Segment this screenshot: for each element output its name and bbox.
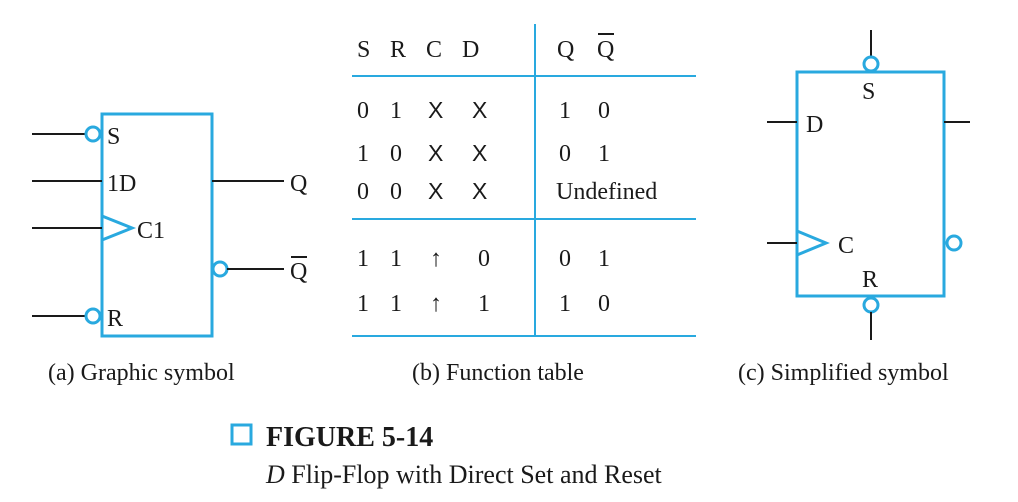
figure-description-rest: Flip-Flop with Direct Set and Reset	[285, 460, 663, 489]
table-cell: 0	[390, 141, 402, 167]
simplified-symbol-caption: (c) Simplified symbol	[738, 360, 949, 386]
table-cell: 1	[559, 98, 571, 124]
table-cell: 1	[357, 141, 369, 167]
r-bottom-bubble	[862, 296, 880, 314]
table-cell: 1	[390, 98, 402, 124]
header-s: S	[357, 37, 370, 63]
table-cell-rising-edge-icon: ↑	[430, 246, 442, 272]
table-cell: 0	[559, 141, 571, 167]
header-q: Q	[557, 37, 574, 63]
table-cell: 0	[598, 291, 610, 317]
figure-title: FIGURE 5-14 D Flip-Flop with Direct Set …	[230, 422, 663, 489]
s-inversion-bubble	[84, 125, 102, 143]
clock-c-label: C	[838, 233, 854, 259]
table-cell: 0	[598, 98, 610, 124]
qbar-right-bubble	[945, 234, 963, 252]
s-top-label: S	[862, 79, 875, 105]
d-left-label: D	[806, 112, 823, 138]
r-label: R	[107, 306, 123, 332]
simplified-body	[795, 70, 946, 298]
table-cell: 1	[390, 291, 402, 317]
header-r: R	[390, 37, 406, 63]
table-cell-rising-edge-icon: ↑	[430, 291, 442, 317]
figure-description: D Flip-Flop with Direct Set and Reset	[265, 460, 663, 489]
s-top-bubble	[862, 55, 880, 73]
simplified-clock-triangle-icon	[796, 229, 830, 257]
q-label: Q	[290, 171, 307, 197]
r-bottom-label: R	[862, 267, 878, 293]
graphic-symbol-caption: (a) Graphic symbol	[48, 360, 235, 386]
table-cell: X	[472, 97, 487, 123]
table-cell: X	[472, 178, 487, 204]
table-cell: 0	[478, 246, 490, 272]
figure-label: FIGURE 5-14	[266, 422, 433, 453]
table-cell: 0	[357, 98, 369, 124]
header-qbar: Q	[597, 37, 614, 63]
table-cell: 1	[390, 246, 402, 272]
table-cell: X	[428, 97, 443, 123]
table-cell: 1	[357, 246, 369, 272]
qbar-inversion-bubble	[211, 260, 229, 278]
figure-box-icon	[230, 423, 253, 446]
s-label: S	[107, 124, 120, 150]
header-d: D	[462, 37, 479, 63]
figure-description-italic: D	[265, 460, 285, 489]
table-cell: X	[428, 178, 443, 204]
table-cell: X	[472, 140, 487, 166]
flipflop-body	[100, 112, 214, 338]
table-cell: 1	[478, 291, 490, 317]
table-cell: 1	[357, 291, 369, 317]
table-cell: 0	[390, 179, 402, 205]
table-cell: X	[428, 140, 443, 166]
qbar-label: Q	[290, 259, 307, 285]
graphic-symbol: S 1D C1 R Q Q (a) Graphic symbol	[32, 112, 307, 386]
r-inversion-bubble	[84, 307, 102, 325]
table-cell: 0	[357, 179, 369, 205]
clock-label: C1	[137, 218, 165, 244]
simplified-symbol: S D C R (c) Simplified symbol	[738, 30, 970, 386]
table-cell: 1	[598, 246, 610, 272]
function-table: S R C D Q Q 0 1 X X 1 0 1 0 X X 0 1 0 0 …	[352, 24, 696, 386]
d-label: 1D	[107, 171, 136, 197]
table-cell: 1	[559, 291, 571, 317]
clock-triangle-icon	[101, 214, 137, 242]
function-table-caption: (b) Function table	[412, 360, 584, 386]
table-cell: 1	[598, 141, 610, 167]
header-c: C	[426, 37, 442, 63]
table-cell-undefined: Undefined	[556, 179, 657, 205]
table-cell: 0	[559, 246, 571, 272]
